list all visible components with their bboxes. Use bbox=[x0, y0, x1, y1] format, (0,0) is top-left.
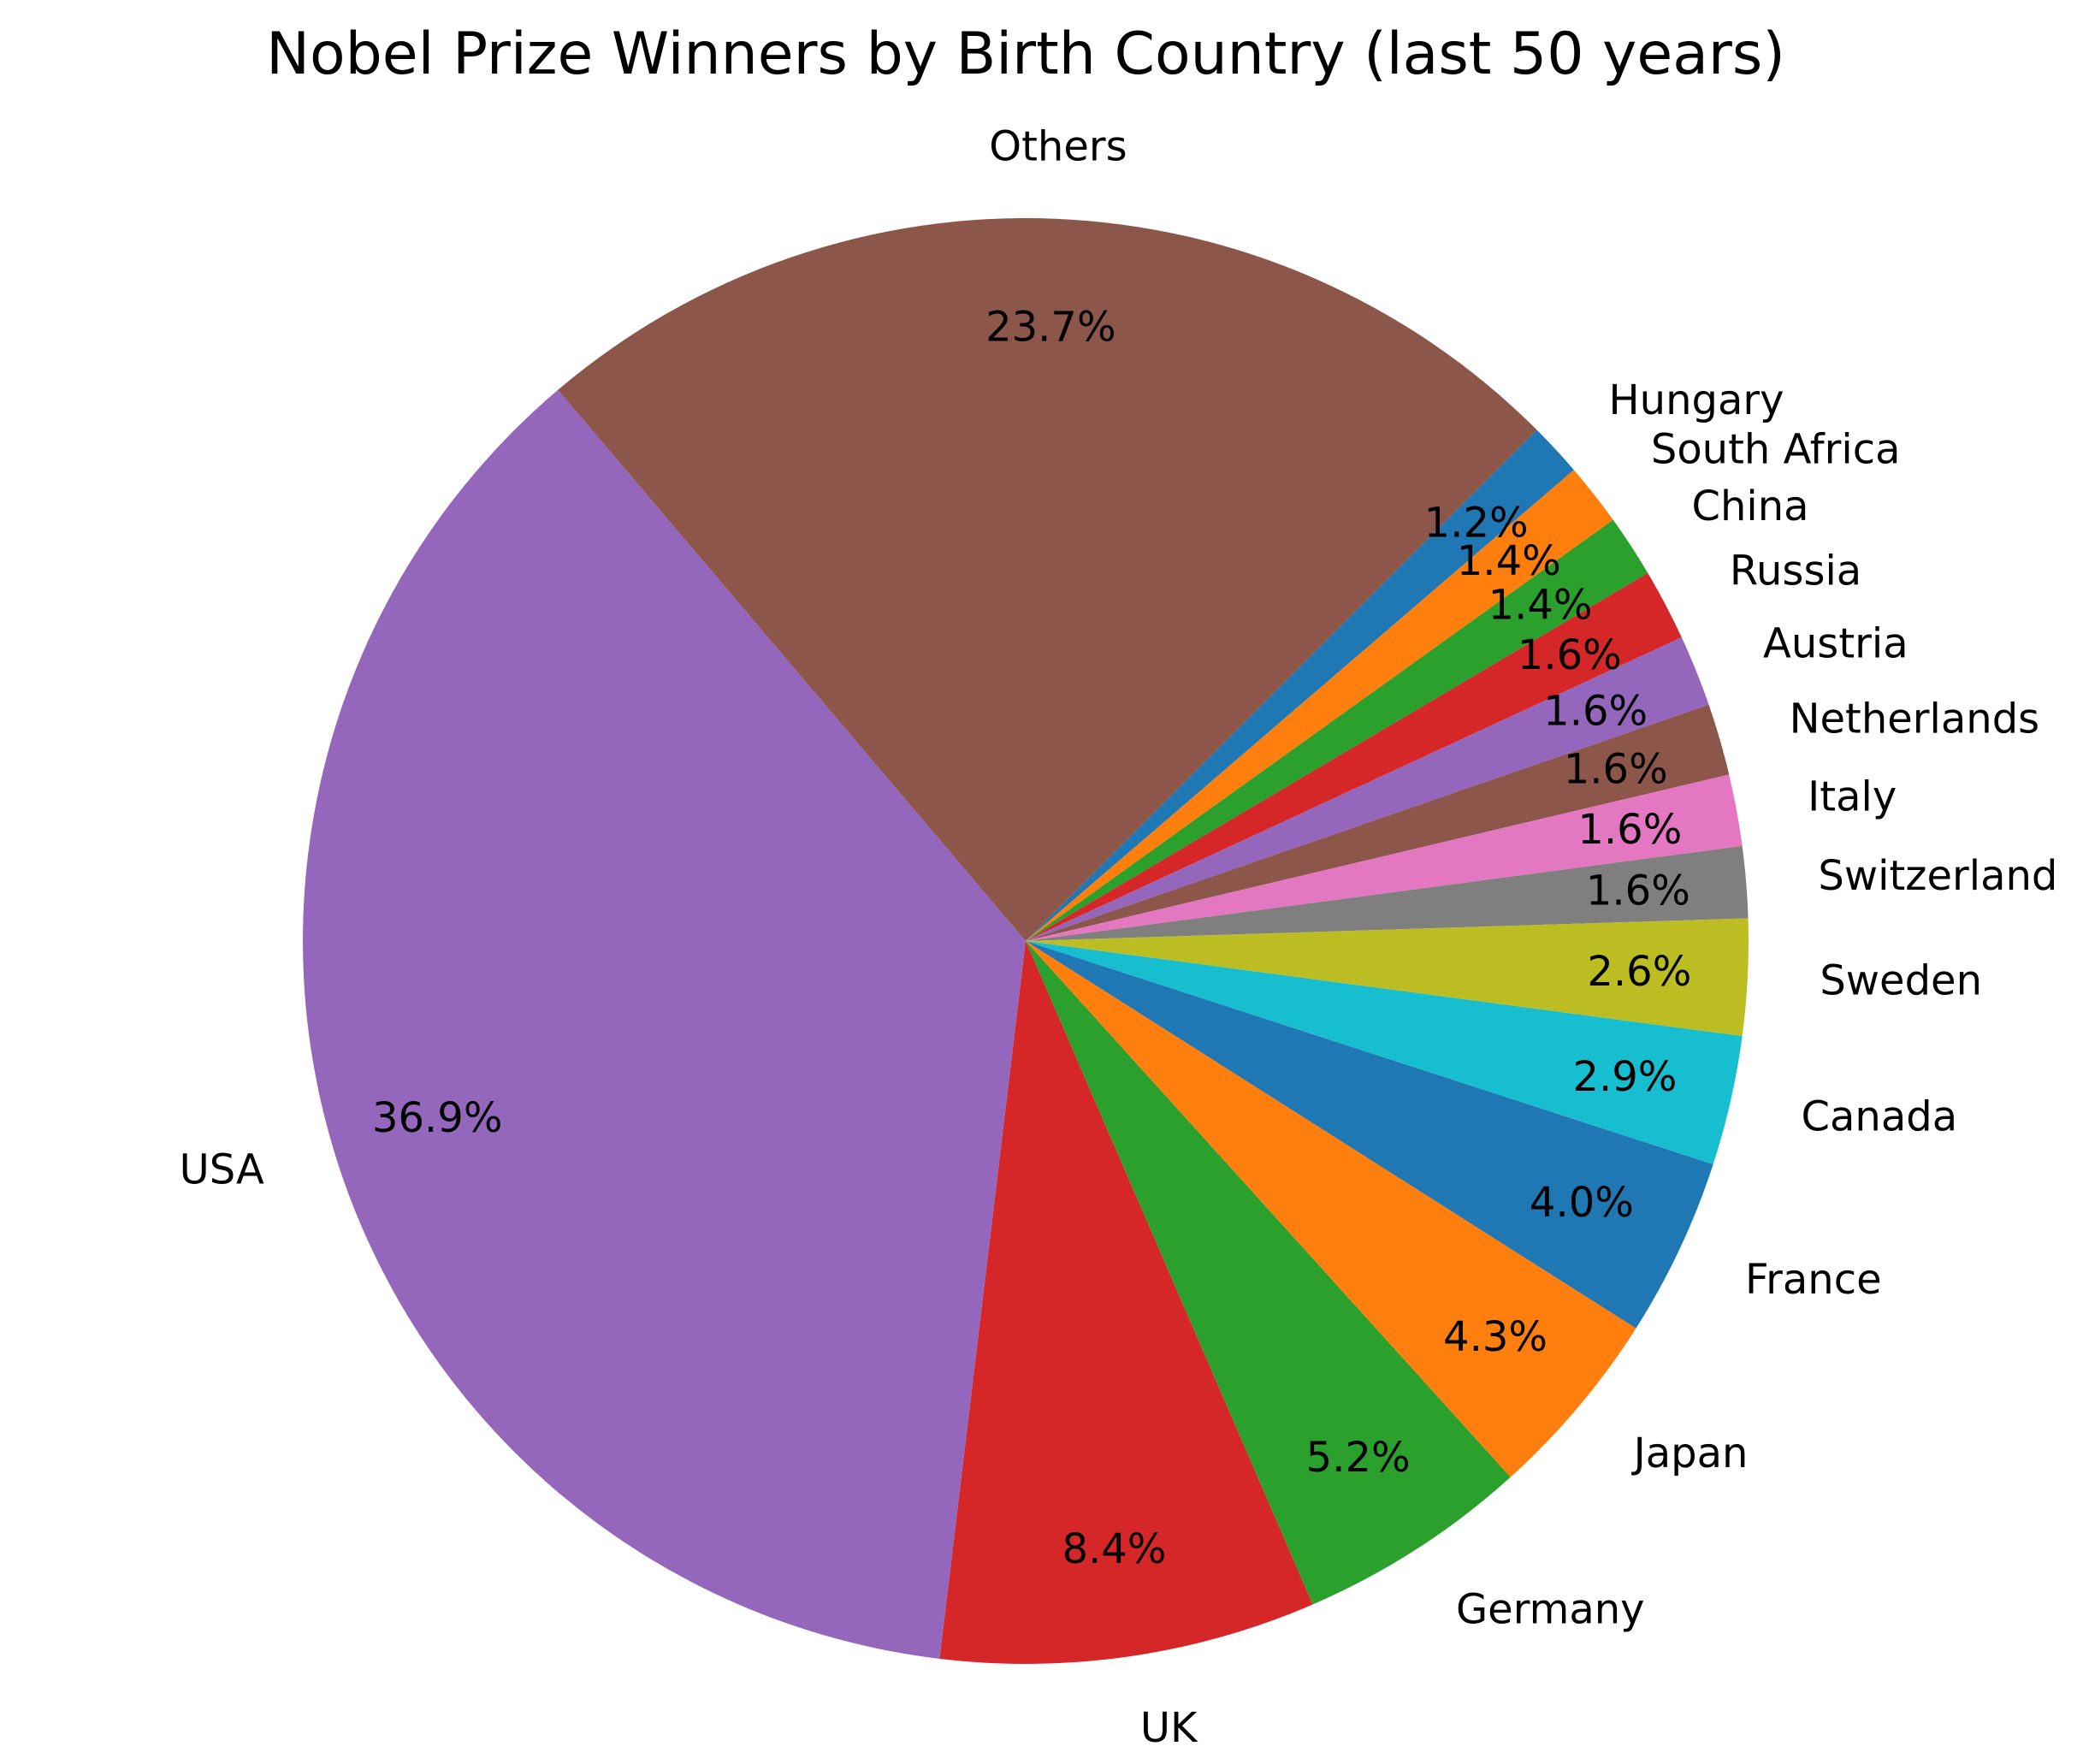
category-label-uk: UK bbox=[1140, 1704, 1198, 1752]
category-label-south-africa: South Africa bbox=[1651, 426, 1901, 474]
category-label-sweden: Sweden bbox=[1820, 957, 1982, 1005]
pie-slice-japan bbox=[1026, 941, 1636, 1477]
percent-label-south-africa: 1.4% bbox=[1457, 537, 1561, 585]
percent-label-uk: 8.4% bbox=[1062, 1525, 1166, 1573]
pie-slice-sweden bbox=[1026, 918, 1749, 1037]
category-label-others: Others bbox=[989, 122, 1127, 170]
category-label-austria: Austria bbox=[1763, 619, 1908, 667]
category-label-switzerland: Switzerland bbox=[1818, 852, 2057, 900]
percent-label-canada: 2.9% bbox=[1572, 1053, 1677, 1101]
pie-slice-netherlands bbox=[1026, 704, 1730, 941]
category-label-italy: Italy bbox=[1808, 773, 1897, 821]
pie-slice-russia bbox=[1026, 572, 1682, 941]
percent-label-japan: 4.3% bbox=[1443, 1313, 1547, 1361]
chart-title: Nobel Prize Winners by Birth Country (la… bbox=[266, 21, 1785, 88]
pie-slice-others bbox=[558, 218, 1537, 942]
pie-slice-germany bbox=[1026, 941, 1511, 1605]
pie-slice-usa bbox=[303, 389, 1026, 1659]
percent-label-france: 4.0% bbox=[1530, 1179, 1634, 1227]
percent-label-germany: 5.2% bbox=[1306, 1434, 1411, 1482]
pie-slice-italy bbox=[1026, 774, 1743, 941]
percent-label-china: 1.4% bbox=[1488, 582, 1593, 630]
percent-label-others: 23.7% bbox=[985, 303, 1115, 351]
percent-label-netherlands: 1.6% bbox=[1564, 746, 1668, 794]
pie-slice-uk bbox=[939, 941, 1313, 1664]
category-label-germany: Germany bbox=[1456, 1586, 1645, 1634]
category-label-china: China bbox=[1691, 482, 1808, 530]
percent-label-russia: 1.6% bbox=[1518, 631, 1622, 679]
percent-label-usa: 36.9% bbox=[372, 1094, 502, 1142]
percent-label-italy: 1.6% bbox=[1577, 806, 1682, 854]
pie-slice-austria bbox=[1026, 637, 1709, 941]
pie-slices bbox=[303, 218, 1749, 1664]
percent-label-switzerland: 1.6% bbox=[1586, 867, 1690, 915]
pie-slice-canada bbox=[1026, 941, 1743, 1165]
category-label-usa: USA bbox=[180, 1146, 264, 1194]
pie-slice-france bbox=[1026, 941, 1713, 1329]
category-label-france: France bbox=[1745, 1256, 1882, 1304]
category-label-canada: Canada bbox=[1801, 1093, 1957, 1141]
pie-slice-switzerland bbox=[1026, 845, 1749, 941]
pie-slice-china bbox=[1026, 519, 1648, 941]
category-label-netherlands: Netherlands bbox=[1790, 696, 2040, 743]
pie-slice-south-africa bbox=[1026, 470, 1613, 941]
percent-labels: 1.2%1.4%1.4%1.6%1.6%1.6%1.6%1.6%2.6%2.9%… bbox=[372, 303, 1691, 1572]
category-label-hungary: Hungary bbox=[1609, 376, 1784, 424]
percent-label-austria: 1.6% bbox=[1543, 687, 1648, 735]
pie-slice-hungary bbox=[1026, 429, 1574, 942]
percent-label-sweden: 2.6% bbox=[1587, 948, 1691, 996]
percent-label-hungary: 1.2% bbox=[1424, 500, 1529, 548]
category-label-russia: Russia bbox=[1730, 548, 1861, 595]
category-label-japan: Japan bbox=[1631, 1430, 1749, 1477]
